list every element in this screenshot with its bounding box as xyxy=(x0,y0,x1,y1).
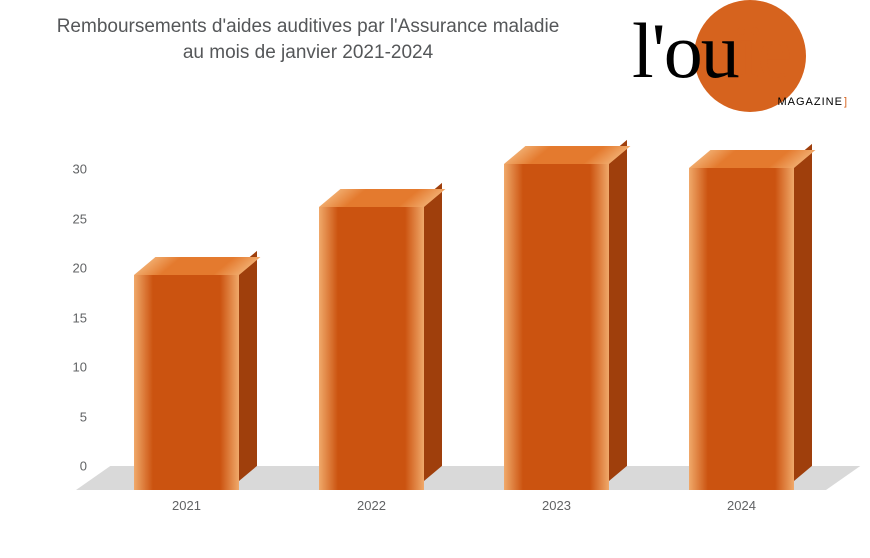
bar-front-face xyxy=(319,207,424,490)
title-line1: Remboursements d'aides auditives par l'A… xyxy=(28,14,588,40)
bar xyxy=(319,183,424,490)
plot-area: 051015202530 xyxy=(76,120,826,490)
x-tick-label: 2024 xyxy=(727,498,756,513)
chart-title: Remboursements d'aides auditives par l'A… xyxy=(28,14,588,65)
bar-top-face xyxy=(689,150,815,168)
bar xyxy=(134,251,239,490)
bar-side-face xyxy=(794,144,812,481)
bar-top-face xyxy=(134,257,260,275)
bar-top-face xyxy=(504,146,630,164)
bar xyxy=(504,140,609,490)
bar xyxy=(689,144,794,490)
bar-top-face xyxy=(319,189,445,207)
x-tick-label: 2022 xyxy=(357,498,386,513)
bar-front-face xyxy=(504,164,609,490)
logo-text-part2: ïe xyxy=(738,7,790,94)
bar-front-face xyxy=(689,168,794,490)
bar-side-face xyxy=(239,251,257,481)
bar-front-face xyxy=(134,275,239,490)
logo-wordmark: l'ouïe xyxy=(632,12,790,90)
logo-text-part1: l'ou xyxy=(632,7,738,94)
bar-chart: 051015202530 2021 2022 2023 2024 xyxy=(36,120,836,540)
x-tick-label: 2021 xyxy=(172,498,201,513)
brand-logo: l'ouïe MAGAZINE xyxy=(632,0,852,120)
logo-subtitle: MAGAZINE xyxy=(777,96,848,108)
bars-container xyxy=(76,120,826,490)
x-tick-label: 2023 xyxy=(542,498,571,513)
bar-side-face xyxy=(424,183,442,481)
bar-side-face xyxy=(609,140,627,481)
title-line2: au mois de janvier 2021-2024 xyxy=(28,40,588,66)
